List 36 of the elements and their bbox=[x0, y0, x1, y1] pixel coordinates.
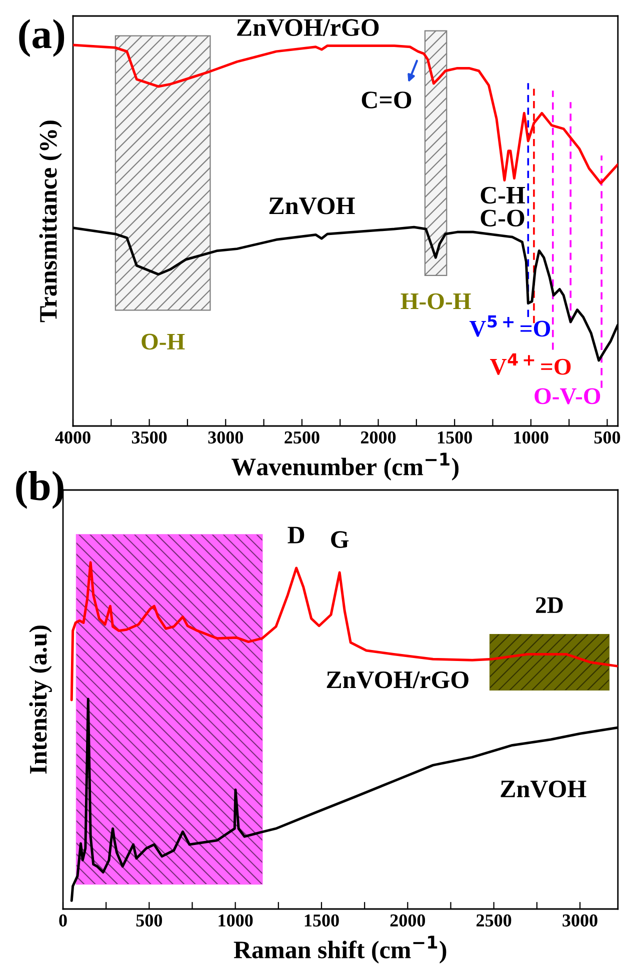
x-tick-label: 1500 bbox=[304, 914, 339, 927]
band-label: 2D bbox=[536, 597, 563, 613]
band-label: O-H bbox=[142, 334, 185, 350]
x-tick-label: 1000 bbox=[514, 431, 548, 444]
text: (a) bbox=[19, 19, 64, 57]
x-tick-label: 500 bbox=[136, 914, 162, 927]
series-label: ZnVOH bbox=[500, 780, 586, 798]
annotation: G bbox=[331, 531, 349, 548]
x-tick-label: 1500 bbox=[438, 431, 472, 444]
x-tick-label: 3500 bbox=[132, 431, 167, 444]
y-axis-title: Transmittance (%) bbox=[39, 120, 62, 322]
x-tick-label: 4000 bbox=[55, 431, 90, 444]
ref-line-label: O-V-O bbox=[534, 388, 600, 404]
series-label: ZnVOH bbox=[269, 198, 355, 214]
x-axis-title: Raman shift (cm$^{−1}$) bbox=[234, 936, 446, 964]
x-tick-label: 0 bbox=[59, 914, 67, 927]
band-label: H-O-H bbox=[400, 293, 471, 310]
ref-line-label: V$^{5+}$=O bbox=[469, 315, 550, 337]
series-label: ZnVOH/rGO bbox=[326, 671, 468, 688]
x-tick-label: 3000 bbox=[562, 914, 598, 927]
y-axis-title: Intensity (a.u) bbox=[29, 626, 52, 774]
x-tick-label: 1000 bbox=[218, 914, 253, 927]
ref-line-label: V$^{4+}$=O bbox=[490, 353, 571, 375]
annotation: C-H bbox=[480, 186, 526, 204]
x-axis-title: Wavenumber (cm$^{−1}$) bbox=[232, 452, 459, 480]
x-tick-label: 2000 bbox=[390, 914, 426, 927]
x-tick-label: 500 bbox=[594, 431, 620, 444]
annotation: D bbox=[288, 526, 304, 544]
annotation: C=O bbox=[362, 92, 412, 108]
series-label: ZnVOH/rGO bbox=[237, 19, 379, 36]
x-tick-label: 3000 bbox=[208, 431, 243, 444]
x-tick-label: 2500 bbox=[284, 431, 320, 444]
x-tick-label: 2000 bbox=[360, 431, 396, 444]
annotation: C-O bbox=[480, 210, 524, 226]
x-tick-label: 2500 bbox=[476, 914, 512, 927]
text: (b) bbox=[16, 471, 64, 509]
